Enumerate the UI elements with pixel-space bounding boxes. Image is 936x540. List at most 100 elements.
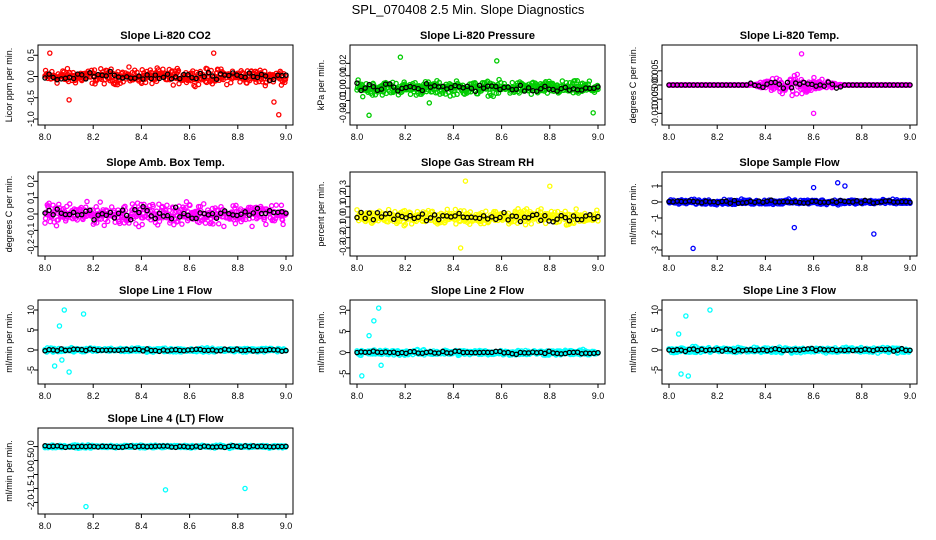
reference-point	[230, 70, 236, 76]
data-point	[91, 67, 98, 73]
reference-point	[91, 73, 97, 80]
panel-frame	[37, 44, 294, 126]
reference-point	[168, 76, 175, 82]
reference-point	[452, 213, 458, 219]
data-point	[397, 54, 404, 60]
data-point	[819, 76, 825, 83]
data-point	[798, 51, 805, 57]
reference-point	[578, 216, 585, 223]
data-point	[195, 81, 202, 88]
panel-title: Slope Line 4 (LT) Flow	[108, 413, 224, 425]
reference-point	[79, 211, 85, 218]
reference-point	[562, 84, 569, 91]
x-tick-label: 8.8	[232, 391, 245, 401]
data-point	[454, 91, 460, 98]
reference-point	[250, 210, 257, 216]
data-point	[426, 100, 433, 106]
panel-3: Slope Li-820 Temp.8.0 8.2 8.4 8.6 8.8 9.0-0.0…	[628, 30, 918, 142]
data-point	[683, 313, 689, 319]
x-tick-label: 8.8	[856, 391, 869, 401]
reference-point	[107, 68, 114, 75]
data-point	[210, 221, 216, 227]
reference-point	[727, 200, 734, 206]
data-point	[590, 110, 596, 116]
reference-point	[760, 84, 766, 91]
reference-point	[46, 71, 52, 77]
reference-point	[156, 210, 163, 216]
reference-point	[91, 216, 97, 223]
reference-point	[558, 212, 564, 219]
reference-point	[242, 209, 248, 215]
reference-point	[533, 211, 540, 218]
reference-point	[362, 85, 368, 91]
reference-point	[242, 74, 248, 81]
data-point	[789, 92, 795, 99]
reference-point	[907, 82, 913, 88]
x-tick-label: 8.6	[183, 132, 196, 142]
reference-point	[489, 214, 495, 220]
data-point	[268, 203, 275, 209]
y-tick-label: 1	[650, 183, 660, 188]
x-tick-label: 8.8	[544, 132, 557, 142]
data-point	[453, 221, 459, 227]
panel-frame	[37, 299, 294, 385]
data-point	[202, 220, 209, 226]
x-tick-label: 8.8	[232, 521, 245, 531]
reference-point	[907, 199, 913, 205]
data-point	[707, 307, 713, 313]
reference-point	[731, 197, 738, 204]
x-tick-label: 8.2	[711, 391, 724, 401]
y-tick-label: 10	[650, 305, 660, 315]
reference-point	[107, 209, 114, 216]
y-tick-label: 0	[26, 347, 36, 352]
reference-point	[854, 198, 860, 204]
reference-point	[538, 217, 544, 224]
x-tick-label: 9.0	[280, 263, 293, 273]
x-tick-label: 8.0	[663, 263, 676, 273]
data-point	[60, 68, 66, 74]
data-point	[793, 91, 800, 97]
data-point	[574, 78, 581, 84]
reference-point	[784, 79, 791, 86]
x-tick-label: 8.2	[711, 132, 724, 142]
data-point	[842, 183, 848, 189]
x-tick-label: 8.2	[399, 263, 412, 273]
reference-point	[132, 206, 138, 213]
data-point	[232, 220, 239, 227]
x-tick-label: 8.4	[135, 263, 148, 273]
reference-point	[177, 214, 183, 220]
y-tick-label: -0.2	[338, 230, 348, 246]
data-point	[690, 245, 696, 252]
reference-point	[542, 83, 548, 90]
x-tick-label: 8.6	[183, 263, 196, 273]
reference-point	[386, 210, 393, 217]
data-point	[523, 206, 530, 212]
y-axis-label: degrees C per min.	[4, 176, 14, 253]
x-tick-label: 8.4	[759, 391, 772, 401]
reference-point	[476, 215, 483, 222]
reference-point	[386, 81, 393, 87]
reference-point	[378, 214, 385, 220]
reference-point	[456, 210, 462, 217]
y-tick-label: -0.3	[338, 240, 348, 256]
x-tick-label: 8.6	[495, 263, 508, 273]
x-tick-label: 9.0	[592, 391, 605, 401]
reference-point	[423, 80, 430, 87]
data-point	[678, 371, 684, 377]
y-tick-label: 0.00	[338, 79, 348, 97]
reference-point	[570, 213, 577, 219]
reference-point	[423, 217, 430, 224]
data-point	[452, 206, 459, 213]
data-point	[366, 112, 372, 119]
reference-point	[550, 219, 556, 225]
data-point	[402, 221, 409, 228]
y-tick-label: -0.005	[650, 86, 660, 112]
reference-point	[415, 214, 422, 220]
reference-point	[595, 84, 601, 90]
reference-point	[140, 76, 146, 82]
reference-point	[254, 205, 261, 212]
reference-point	[788, 85, 795, 91]
reference-point	[148, 75, 154, 82]
